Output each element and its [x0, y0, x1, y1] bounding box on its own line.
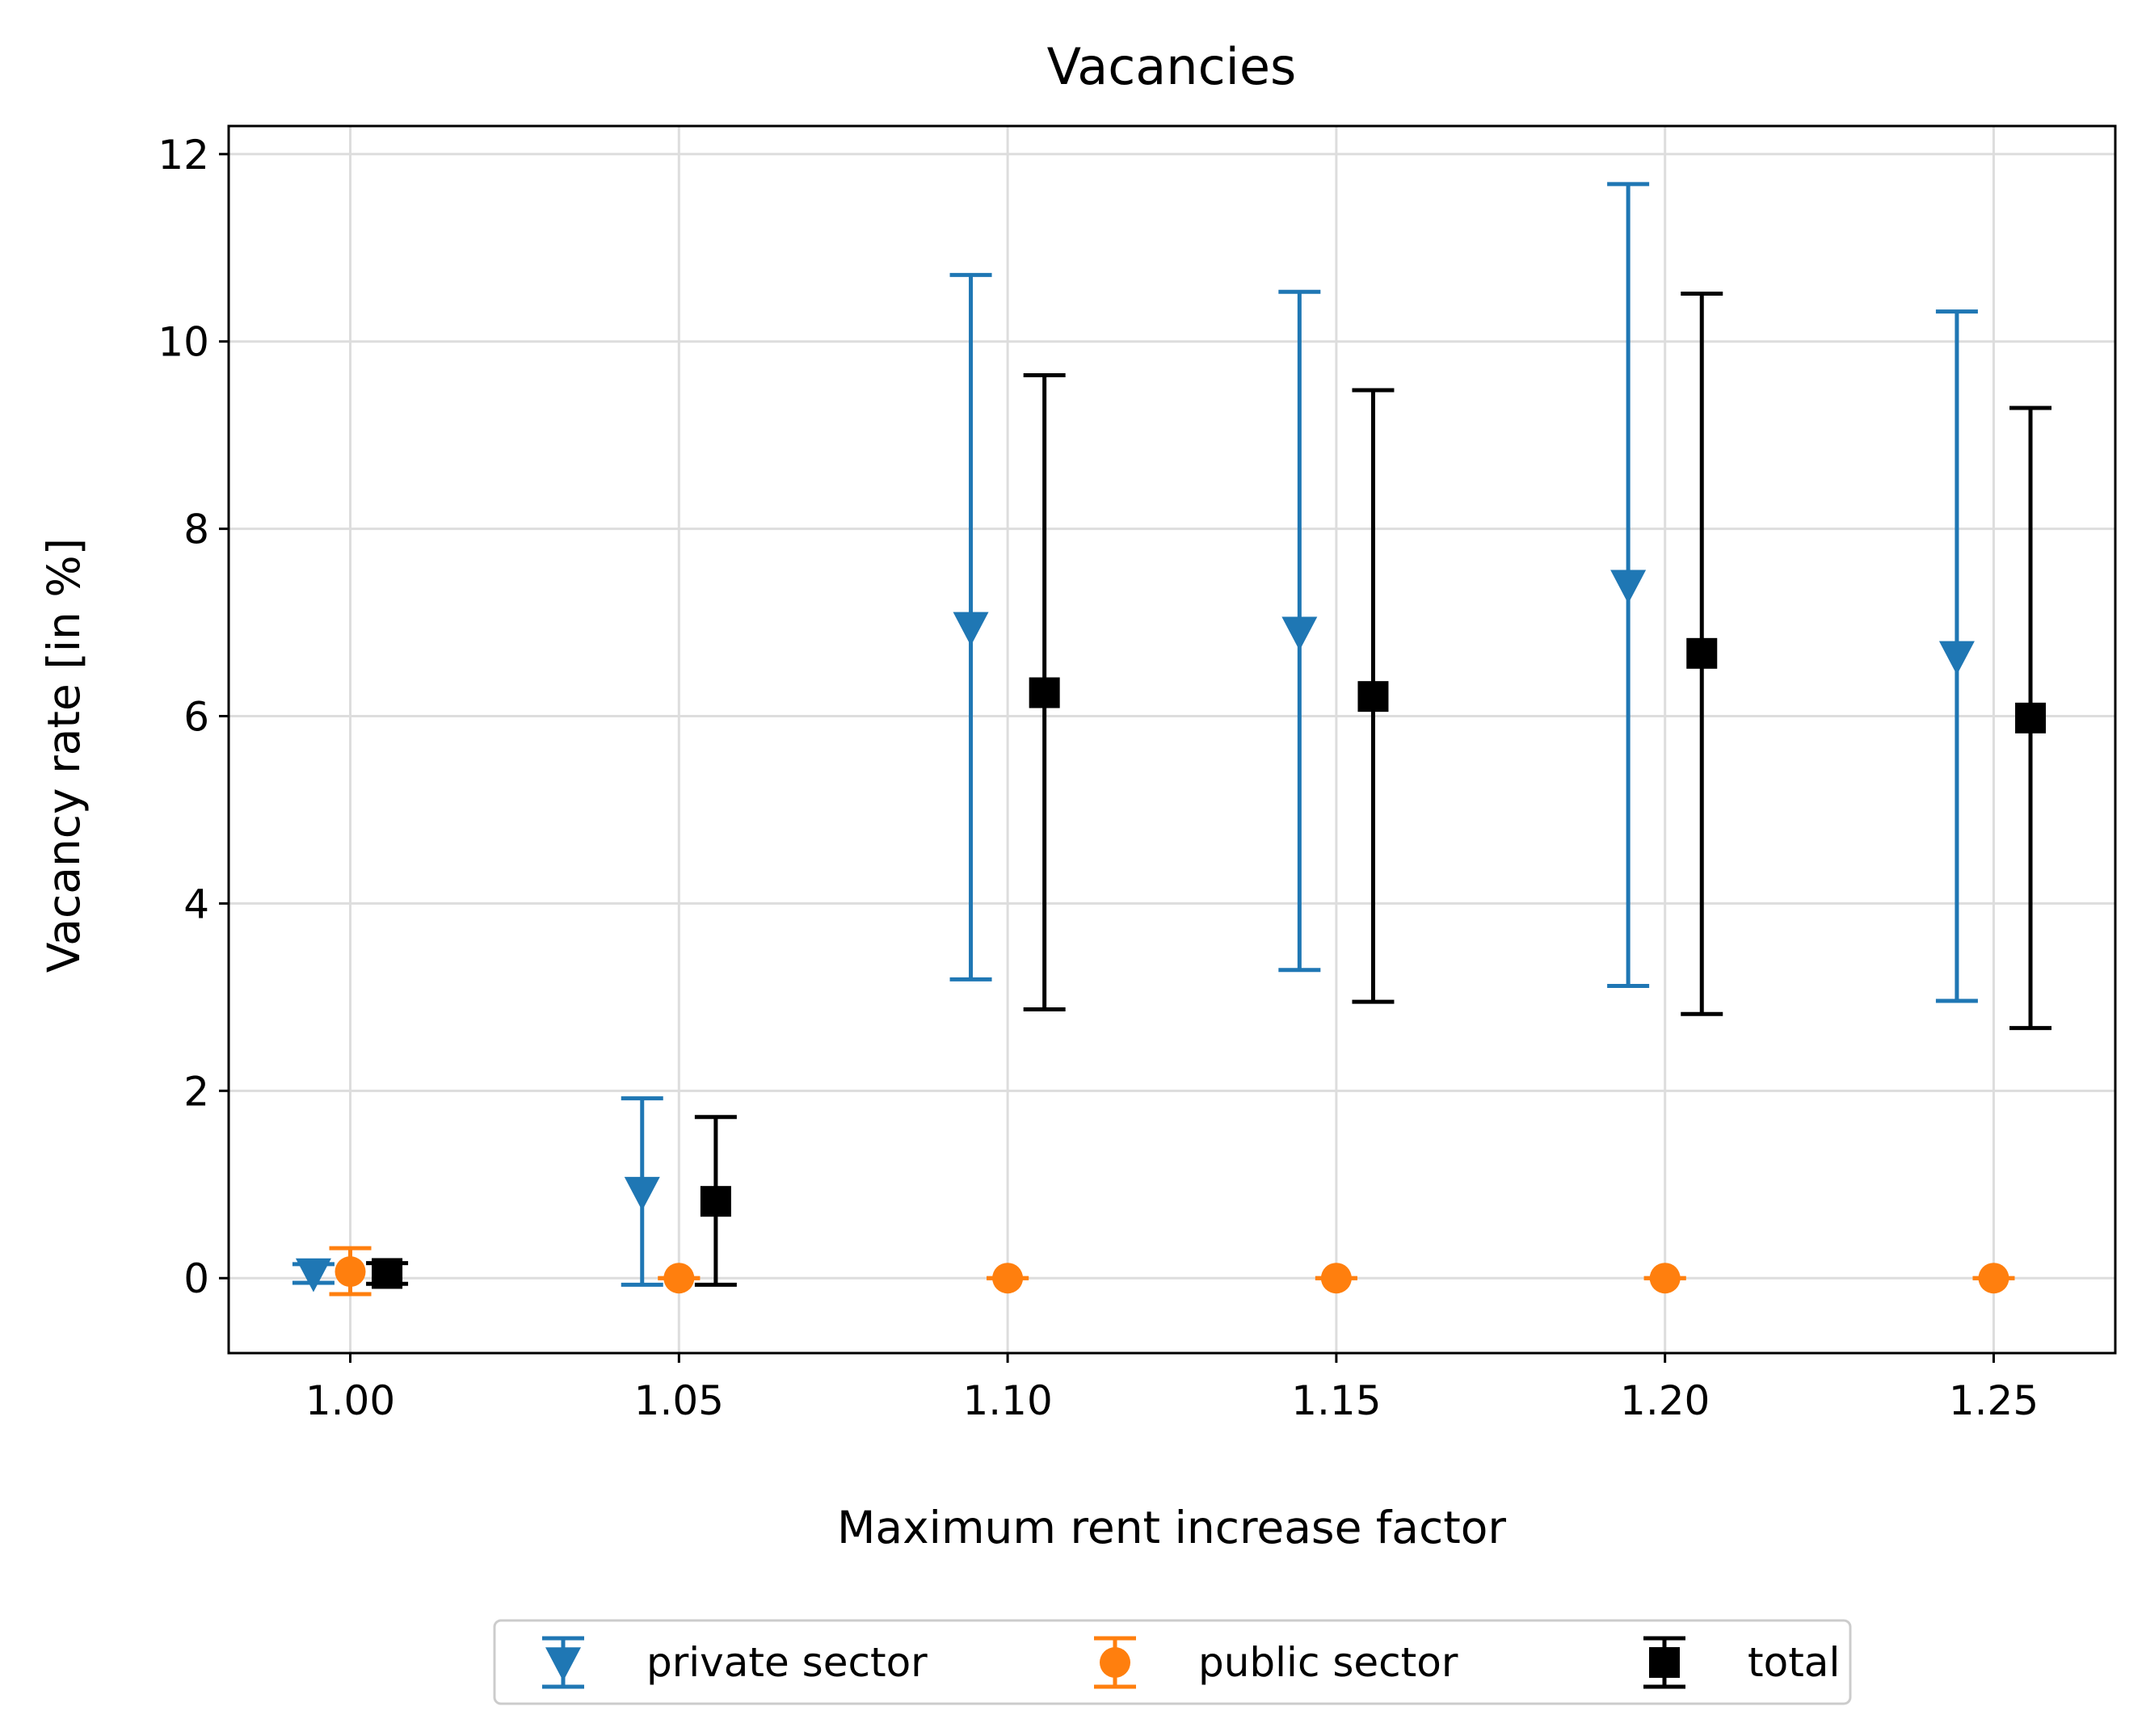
y-tick-label: 4 — [183, 881, 209, 927]
data-point — [1321, 1263, 1352, 1293]
data-point — [1357, 681, 1388, 712]
legend-marker — [1100, 1647, 1130, 1678]
y-tick-label: 0 — [183, 1255, 209, 1302]
legend-label: private sector — [646, 1639, 928, 1686]
data-point — [992, 1263, 1023, 1293]
x-tick-label: 1.05 — [634, 1377, 724, 1424]
legend-label: total — [1748, 1639, 1840, 1686]
y-tick-label: 2 — [183, 1068, 209, 1115]
legend-marker — [1649, 1647, 1680, 1678]
y-tick-label: 12 — [158, 132, 209, 179]
x-tick-label: 1.20 — [1620, 1377, 1710, 1424]
data-point — [2015, 703, 2046, 733]
y-axis-label: Vacancy rate [in %] — [38, 538, 90, 973]
x-axis-label: Maximum rent increase factor — [837, 1502, 1506, 1553]
data-point — [1978, 1263, 2009, 1293]
data-point — [335, 1256, 366, 1287]
legend-label: public sector — [1198, 1639, 1458, 1686]
data-point — [701, 1186, 731, 1217]
y-tick-label: 10 — [158, 319, 209, 366]
data-point — [1686, 638, 1717, 669]
chart-title: Vacancies — [1047, 37, 1297, 96]
x-tick-label: 1.25 — [1949, 1377, 2039, 1424]
x-tick-label: 1.00 — [305, 1377, 395, 1424]
y-tick-label: 6 — [183, 694, 209, 741]
y-tick-label: 8 — [183, 507, 209, 553]
data-point — [372, 1258, 402, 1288]
data-point — [1029, 678, 1060, 708]
x-tick-label: 1.15 — [1291, 1377, 1381, 1424]
data-point — [1650, 1263, 1681, 1293]
data-point — [663, 1263, 694, 1293]
x-tick-label: 1.10 — [962, 1377, 1052, 1424]
error-bar — [366, 1258, 408, 1288]
legend: private sector public sector total — [494, 1620, 1850, 1704]
